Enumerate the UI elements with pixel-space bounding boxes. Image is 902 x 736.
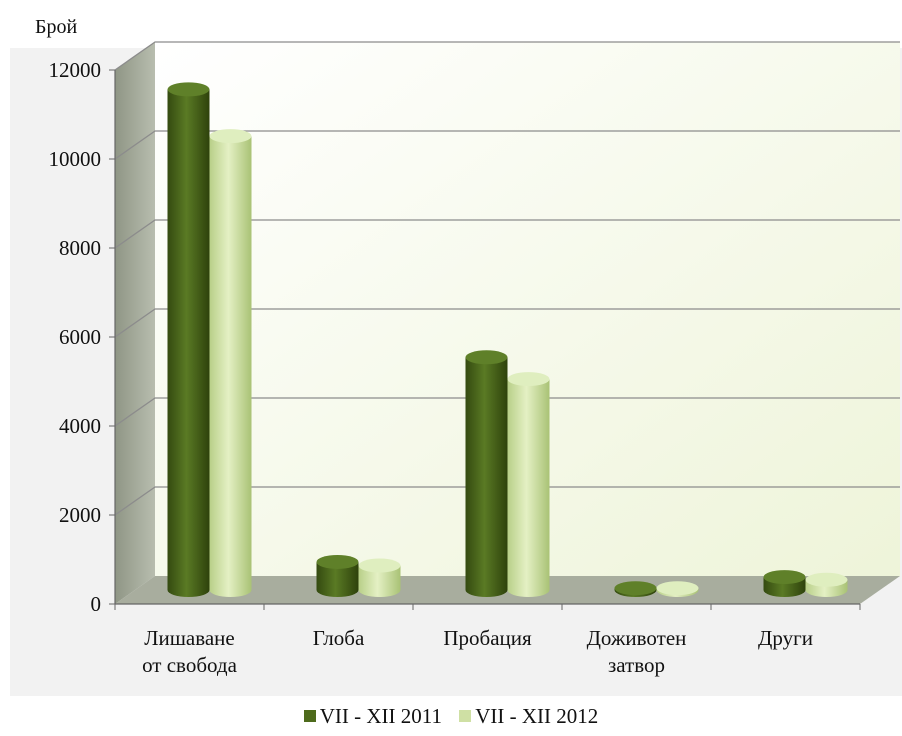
bar-top-2011: [763, 570, 806, 585]
x-tick-label-line: Пробация: [443, 626, 532, 650]
bar-2012: [209, 136, 252, 598]
x-tick-label: Пробация: [443, 626, 532, 650]
bar-2011: [465, 357, 508, 598]
legend: VII - XII 2011 VII - XII 2012: [0, 704, 902, 729]
gridline: [114, 130, 900, 160]
bar-top-2011: [614, 581, 657, 596]
bar-top-2011: [167, 82, 210, 97]
bar-top-2012: [358, 558, 401, 573]
gridline: [114, 486, 900, 516]
y-tick-label: 8000: [59, 236, 101, 260]
legend-item-2011: VII - XII 2011: [303, 704, 442, 729]
gridline: [114, 397, 900, 427]
bar-top-2012: [209, 129, 252, 144]
y-tick-label: 12000: [49, 58, 102, 82]
x-tick-label-line: Доживотен: [587, 626, 687, 650]
bar-top-2012: [805, 572, 848, 587]
bar-top-2012: [656, 581, 699, 596]
x-tick-label-line: Глоба: [313, 626, 365, 650]
bar-top-2011: [465, 350, 508, 365]
bar-top-2012: [507, 372, 550, 387]
bar-2012: [507, 379, 550, 598]
y-tick-label: 4000: [59, 414, 101, 438]
bar-2011: [316, 561, 359, 597]
y-tick-label: 10000: [49, 147, 102, 171]
y-tick-label: 2000: [59, 503, 101, 527]
x-tick-label: Доживотен затвор: [587, 626, 687, 677]
x-tick-label-line: от свобода: [142, 653, 238, 677]
y-tick-label: 0: [91, 592, 102, 616]
x-tick-label-line: Други: [758, 626, 813, 650]
legend-swatch-2012: [459, 710, 472, 722]
bar-top-2011: [316, 554, 359, 569]
gridline: [114, 41, 900, 71]
legend-item-2012: VII - XII 2012: [459, 704, 598, 729]
gridline: [114, 308, 900, 338]
y-tick-label: 6000: [59, 325, 101, 349]
y-axis-title: Брой: [35, 16, 78, 38]
legend-swatch-2011: [303, 710, 316, 722]
x-tick-label: Други: [758, 626, 813, 650]
x-tick-label-line: Лишаване: [144, 626, 235, 650]
x-tick-label-line: затвор: [608, 653, 665, 677]
legend-label-2011: VII - XII 2011: [319, 704, 442, 728]
x-tick-label: Глоба: [313, 626, 365, 650]
bar-2011: [167, 89, 210, 598]
legend-label-2012: VII - XII 2012: [475, 704, 599, 728]
gridline: [114, 219, 900, 249]
x-tick-label: Лишаване от свобода: [142, 626, 238, 677]
bar-2012: [358, 565, 401, 598]
